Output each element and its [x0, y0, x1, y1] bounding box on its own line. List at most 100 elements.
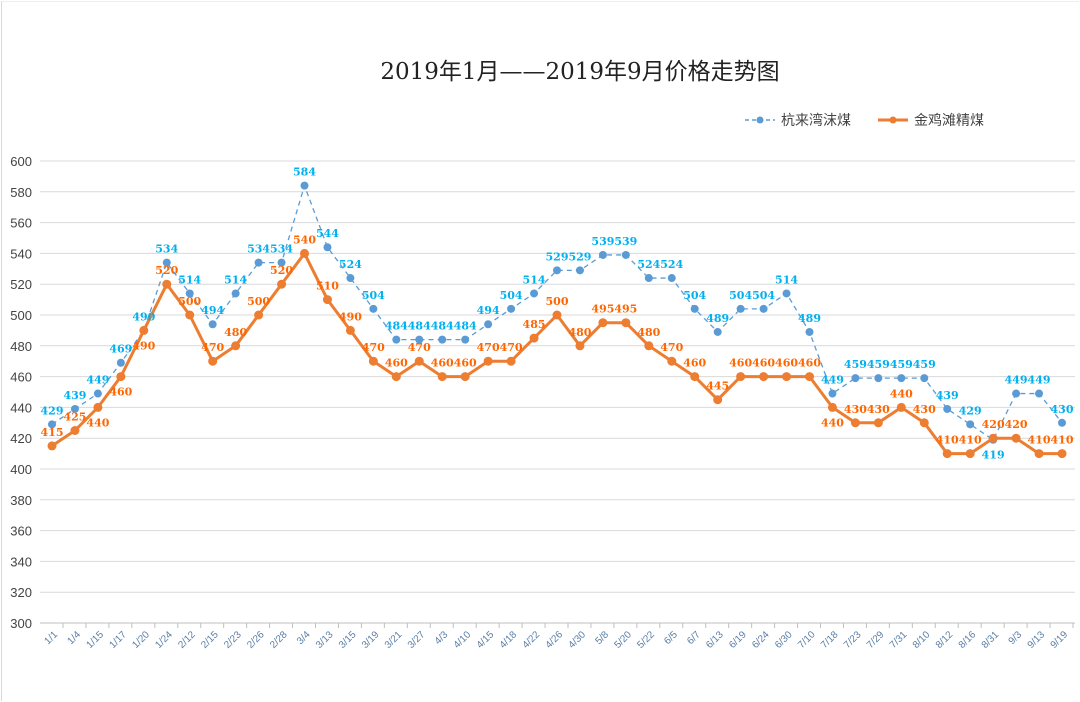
data-label: 470 — [500, 341, 523, 354]
data-point — [231, 341, 241, 351]
x-tick-label: 5/8 — [593, 629, 611, 647]
data-point — [1012, 389, 1021, 398]
data-label: 520 — [155, 264, 178, 277]
x-tick-label: 2/12 — [176, 629, 198, 651]
data-label: 459 — [844, 358, 867, 371]
legend-marker-dashed-dot-icon — [745, 116, 775, 124]
data-label: 534 — [155, 243, 178, 256]
data-label: 539 — [591, 235, 614, 248]
x-tick-label: 2/28 — [268, 629, 290, 651]
x-tick-label: 9/3 — [1007, 629, 1025, 647]
data-label: 459 — [890, 358, 913, 371]
data-label: 529 — [568, 250, 591, 263]
data-label: 415 — [41, 426, 64, 439]
data-point — [208, 320, 217, 329]
data-point — [392, 335, 401, 344]
data-label: 460 — [683, 357, 706, 370]
data-point — [736, 372, 746, 382]
x-tick-label: 1/4 — [65, 629, 83, 647]
data-label: 449 — [86, 374, 109, 387]
data-label: 514 — [224, 273, 247, 286]
data-label: 544 — [316, 227, 339, 240]
data-point — [162, 279, 172, 289]
x-tick-label: 3/19 — [360, 629, 382, 651]
data-label: 504 — [729, 289, 752, 302]
data-point — [782, 372, 792, 382]
data-label: 510 — [316, 280, 339, 293]
data-label: 490 — [339, 310, 362, 323]
data-label: 430 — [1051, 403, 1074, 416]
data-label: 429 — [959, 404, 982, 417]
data-point — [575, 341, 585, 351]
data-label: 489 — [706, 312, 729, 325]
y-tick-label: 460 — [10, 370, 32, 385]
data-label: 504 — [752, 289, 775, 302]
data-point — [391, 372, 401, 382]
data-point — [896, 402, 906, 412]
data-label: 459 — [913, 358, 936, 371]
data-point — [1035, 389, 1044, 398]
data-label: 495 — [591, 303, 614, 316]
x-tick-label: 4/18 — [498, 629, 520, 651]
data-label: 430 — [867, 403, 890, 416]
data-point — [644, 274, 653, 283]
data-point — [805, 327, 814, 336]
legend-item-series-2: 金鸡滩精煤 — [878, 110, 984, 130]
data-point — [690, 304, 699, 313]
data-point — [300, 181, 309, 190]
data-point — [93, 402, 103, 412]
x-tick-label: 8/10 — [911, 629, 933, 651]
data-point — [598, 250, 607, 259]
data-point — [139, 325, 149, 335]
data-label: 460 — [729, 357, 752, 370]
data-point — [966, 420, 975, 429]
x-tick-label: 3/4 — [295, 629, 313, 647]
x-tick-label: 8/12 — [934, 629, 956, 651]
data-label: 494 — [477, 304, 500, 317]
data-point — [1011, 433, 1021, 443]
data-label: 484 — [385, 320, 408, 333]
data-label: 539 — [614, 235, 637, 248]
data-point — [690, 372, 700, 382]
data-label: 470 — [477, 341, 500, 354]
data-label: 494 — [201, 304, 224, 317]
data-label: 490 — [132, 339, 155, 352]
data-label: 449 — [1028, 374, 1051, 387]
data-point — [552, 310, 562, 320]
data-label: 470 — [362, 341, 385, 354]
legend-label: 金鸡滩精煤 — [914, 113, 984, 129]
data-point — [48, 420, 56, 429]
data-point — [277, 258, 286, 267]
y-tick-label: 440 — [10, 400, 32, 415]
data-point — [345, 325, 355, 335]
x-tick-label: 1/24 — [153, 629, 175, 651]
data-label: 460 — [431, 357, 454, 370]
data-point — [507, 304, 516, 313]
data-label: 460 — [109, 386, 132, 399]
data-point — [598, 318, 608, 328]
data-point — [782, 289, 791, 298]
data-point — [873, 418, 883, 428]
x-tick-label: 7/23 — [842, 629, 864, 651]
data-point — [943, 404, 952, 413]
data-point — [116, 372, 126, 382]
data-label: 500 — [178, 295, 201, 308]
data-label: 514 — [178, 273, 201, 286]
data-point — [667, 274, 676, 283]
x-tick-label: 4/10 — [452, 629, 474, 651]
data-label: 495 — [614, 303, 637, 316]
data-point — [850, 418, 860, 428]
data-label: 480 — [568, 326, 591, 339]
y-tick-label: 360 — [10, 524, 32, 539]
data-label: 469 — [109, 343, 132, 356]
x-tick-label: 9/19 — [1049, 629, 1071, 651]
data-point — [254, 310, 264, 320]
data-label: 540 — [293, 233, 316, 246]
data-label: 410 — [1051, 434, 1074, 447]
data-label: 420 — [1005, 418, 1028, 431]
data-point — [506, 356, 516, 366]
data-label: 520 — [270, 264, 293, 277]
x-tick-label: 9/13 — [1026, 629, 1048, 651]
data-point — [644, 341, 654, 351]
data-point — [483, 356, 493, 366]
